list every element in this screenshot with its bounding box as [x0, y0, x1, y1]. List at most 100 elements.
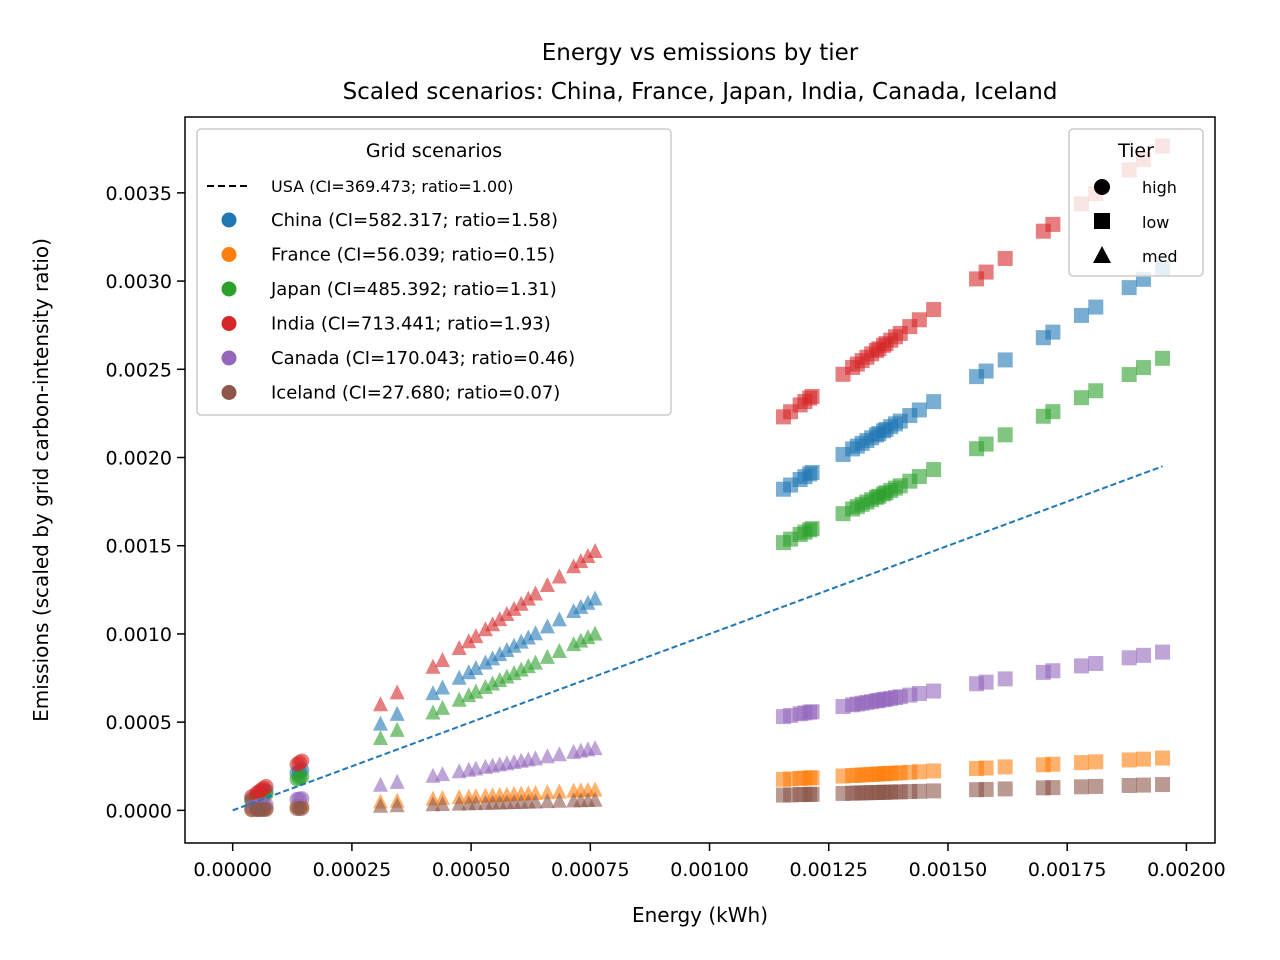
point-canada-med [373, 776, 389, 792]
point-japan-low [1155, 350, 1171, 366]
point-canada-low [926, 683, 942, 699]
point-china-med [527, 625, 543, 641]
point-japan-low [978, 436, 994, 452]
point-japan-med [539, 648, 555, 664]
point-canada-med [539, 748, 555, 764]
point-india-med [513, 595, 529, 611]
point-india-med [492, 611, 508, 627]
point-iceland-low [911, 783, 927, 799]
point-france-med [587, 781, 603, 797]
point-france-low [1088, 754, 1104, 770]
point-india-med [506, 600, 522, 616]
point-iceland-low [997, 781, 1013, 797]
point-japan-high [294, 769, 310, 785]
point-iceland-med [435, 796, 450, 812]
point-india-med [461, 633, 477, 649]
point-japan-med [468, 683, 484, 699]
x-tick-label: 0.00175 [1028, 859, 1107, 881]
x-axis-label: Energy (kWh) [632, 903, 768, 927]
point-canada-low [997, 671, 1013, 687]
point-france-low [1155, 750, 1171, 766]
point-china-med [551, 611, 567, 627]
point-japan-low [1135, 360, 1151, 376]
point-india-low [978, 264, 994, 280]
y-tick-label: 0.0020 [106, 448, 172, 470]
point-china-med [499, 641, 515, 657]
x-tick-label: 0.00075 [551, 859, 630, 881]
y-axis: 0.0000 0.0005 0.0010 0.0015 0.0020 0.0025 0.00… [106, 183, 185, 822]
legend-canada-label: Canada (CI=170.043; ratio=0.46) [271, 348, 575, 369]
point-india-med [527, 585, 543, 601]
point-china-low [997, 352, 1013, 368]
point-france-low [997, 759, 1013, 775]
point-iceland-low [926, 783, 942, 799]
point-india-low [926, 302, 942, 318]
legend-grid-scenarios: Grid scenarios USA (CI=369.473; ratio=1.… [196, 128, 672, 416]
point-france-med [539, 784, 555, 800]
point-france-low [804, 770, 820, 786]
point-china-med [573, 598, 589, 614]
point-iceland-med [539, 793, 555, 809]
point-china-med [492, 646, 508, 662]
point-iceland-low [1135, 777, 1151, 793]
point-india-high [294, 753, 310, 769]
point-china-med [389, 705, 405, 721]
point-canada-low [1088, 655, 1104, 671]
point-india-med [468, 628, 484, 644]
legend-india-marker [221, 316, 237, 331]
point-china-med [506, 637, 522, 653]
point-iceland-low [1121, 777, 1137, 793]
legend-france-label: France (CI=56.039; ratio=0.15) [271, 245, 555, 266]
point-france-low [926, 763, 942, 779]
point-france-low [1073, 755, 1089, 771]
point-china-med [485, 650, 501, 666]
point-china-low [1045, 324, 1061, 340]
legend-title: Grid scenarios [366, 140, 502, 162]
y-tick-label: 0.0005 [106, 712, 172, 734]
point-india-med [477, 621, 493, 637]
y-tick-label: 0.0000 [106, 800, 172, 822]
x-axis: 0.00000 0.00025 0.00050 0.00075 0.00100 0.001… [193, 843, 1226, 881]
point-iceland-med [527, 793, 543, 809]
usa-baseline-line [232, 465, 1163, 812]
point-iceland-high [294, 800, 310, 816]
point-china-low [911, 402, 927, 418]
legend-low-label: low [1142, 213, 1169, 232]
legend-india-label: India (CI=713.441; ratio=1.93) [271, 314, 551, 335]
y-tick-label: 0.0035 [106, 183, 172, 205]
point-india-med [451, 640, 467, 656]
legend-med-marker [1093, 246, 1111, 263]
point-india-low [804, 388, 820, 404]
point-canada-med [587, 740, 603, 756]
x-tick-label: 0.00025 [313, 859, 392, 881]
x-tick-label: 0.00200 [1147, 859, 1226, 881]
point-iceland-med [373, 797, 389, 813]
y-tick-label: 0.0025 [106, 359, 172, 381]
legend-japan-label: Japan (CI=485.392; ratio=1.31) [270, 279, 557, 300]
y-tick-label: 0.0010 [106, 624, 172, 646]
point-china-low [926, 394, 942, 410]
point-india-high [258, 779, 274, 795]
point-canada-med [389, 773, 405, 789]
point-india-med [580, 548, 596, 564]
chart-title: Energy vs emissions by tier [542, 40, 859, 66]
point-iceland-med [468, 795, 484, 811]
point-canada-low [1121, 650, 1137, 666]
point-france-low [1135, 751, 1151, 767]
point-china-med [566, 603, 582, 619]
legend-box [196, 128, 672, 416]
point-japan-med [451, 691, 467, 707]
x-tick-label: 0.00150 [909, 859, 988, 881]
legend-med-label: med [1142, 247, 1178, 266]
point-iceland-med [451, 795, 467, 811]
point-iceland-high [258, 801, 274, 817]
point-iceland-low [1155, 777, 1171, 793]
point-india-med [566, 558, 582, 574]
point-india-med [435, 651, 450, 667]
point-china-med [477, 654, 493, 670]
point-china-med [580, 594, 596, 610]
point-china-med [539, 618, 555, 634]
legend-japan-marker [221, 281, 237, 297]
point-china-med [451, 669, 467, 685]
point-iceland-low [804, 786, 820, 802]
